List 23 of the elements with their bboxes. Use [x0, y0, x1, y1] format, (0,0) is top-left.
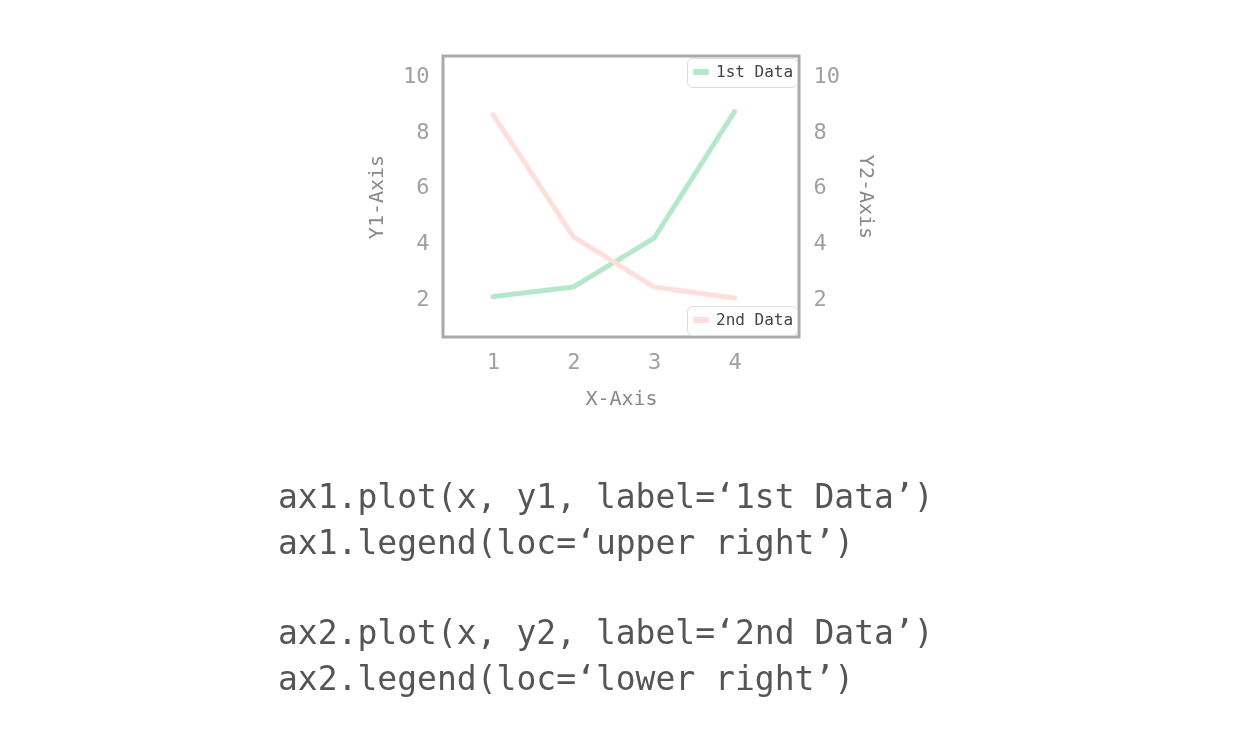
- legend-label: 1st Data: [716, 62, 794, 81]
- y2-tick-label: 6: [813, 174, 827, 200]
- y2-tick-label: 4: [813, 229, 827, 255]
- x-tick-label: 4: [728, 348, 742, 374]
- y-tick-label: 6: [416, 174, 430, 200]
- text: ax2.plot(x, y2, label=‘2nd Data’): [278, 612, 934, 654]
- y2-axis-title: Y2-Axis: [854, 154, 879, 240]
- y2-tick-label: 10: [813, 62, 840, 88]
- text: ax1.plot(x, y1, label=‘1st Data’): [278, 476, 934, 518]
- x-tick-label: 2: [567, 348, 581, 374]
- x-tick-label: 1: [486, 348, 501, 374]
- y-tick-label: 2: [416, 285, 430, 311]
- y-axis-title: Y1-Axis: [364, 154, 389, 240]
- y-tick-label: 10: [403, 62, 430, 88]
- y-tick-label: 4: [416, 229, 430, 255]
- y2-tick-label: 8: [813, 118, 827, 144]
- y-tick-label: 8: [416, 118, 430, 144]
- y2-tick-label: 2: [813, 285, 827, 311]
- text: ax1.legend(loc=‘upper right’): [278, 522, 856, 564]
- text: ax2.legend(loc=‘lower right’): [278, 658, 856, 700]
- x-tick-label: 3: [647, 348, 662, 374]
- x-axis-title: X-Axis: [585, 385, 658, 410]
- legend-label: 2nd Data: [716, 310, 794, 329]
